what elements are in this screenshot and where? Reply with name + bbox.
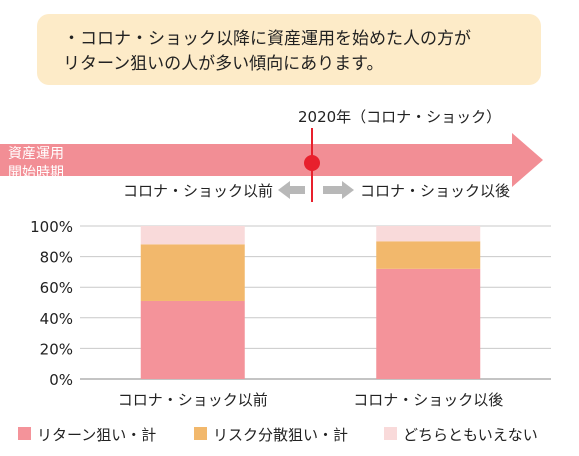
before-direction-arrow xyxy=(278,181,305,199)
after-label: コロナ・ショック以後 xyxy=(360,182,510,200)
callout-line-1: ・コロナ・ショック以降に資産運用を始めた人の方が xyxy=(63,29,471,49)
callout-box xyxy=(37,14,541,85)
x-tick-label: コロナ・ショック以前 xyxy=(118,391,268,409)
legend-label: どちらともいえない xyxy=(403,426,538,444)
bar-segment xyxy=(376,241,481,269)
bar-segment xyxy=(140,226,245,245)
x-tick-label: コロナ・ショック以後 xyxy=(353,391,503,409)
legend-label: リターン狙い・計 xyxy=(37,426,156,444)
y-tick-label: 20% xyxy=(40,340,73,358)
bar-segment xyxy=(376,226,481,242)
legend-swatch xyxy=(384,427,397,440)
arrow-label-line-1: 資産運用 xyxy=(8,146,64,162)
y-tick-label: 100% xyxy=(30,218,73,236)
x-axis-ticks: コロナ・ショック以前 コロナ・ショック以後 xyxy=(118,391,504,409)
arrow-label-line-2: 開始時期 xyxy=(8,165,64,181)
event-marker-dot xyxy=(304,155,320,171)
bars xyxy=(140,226,481,379)
after-direction-arrow xyxy=(323,181,354,199)
event-label: 2020年（コロナ・ショック） xyxy=(298,108,501,126)
legend-swatch xyxy=(18,427,31,440)
y-axis-ticks: 0% 20% 40% 60% 80% 100% xyxy=(30,218,73,389)
bar-segment xyxy=(376,268,481,379)
timeline-arrow xyxy=(0,133,543,187)
legend-label: リスク分散狙い・計 xyxy=(213,426,348,444)
legend-swatch xyxy=(194,427,207,440)
y-tick-label: 60% xyxy=(40,279,73,297)
legend: リターン狙い・計 リスク分散狙い・計 どちらともいえない xyxy=(18,426,538,444)
y-tick-label: 80% xyxy=(40,249,73,267)
y-tick-label: 0% xyxy=(49,371,73,389)
before-label: コロナ・ショック以前 xyxy=(123,182,273,200)
bar-segment xyxy=(140,300,245,379)
callout-line-2: リターン狙いの人が多い傾向にあります。 xyxy=(63,54,384,74)
y-tick-label: 40% xyxy=(40,310,73,328)
bar-segment xyxy=(140,244,245,301)
